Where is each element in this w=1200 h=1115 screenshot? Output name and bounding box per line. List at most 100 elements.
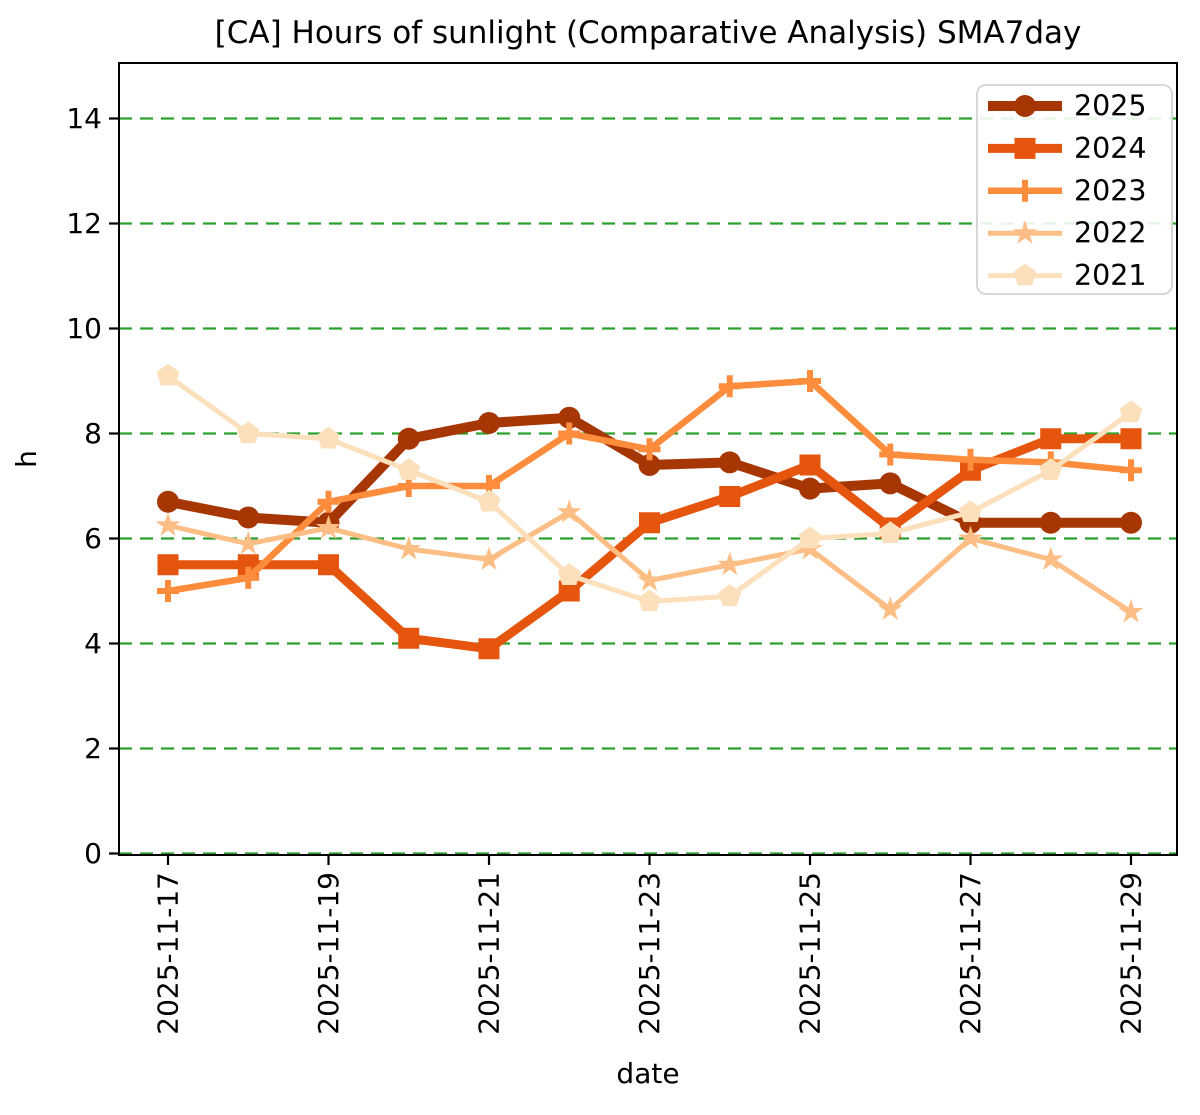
- legend-item-2025: 2025: [988, 90, 1147, 123]
- pentagon-marker: [878, 521, 902, 543]
- x-tick-labels: 2025-11-17 2025-11-19 2025-11-21 2025-11-23…: [152, 872, 1148, 1035]
- legend-item-2022: 2022: [988, 217, 1147, 250]
- x-tick-label-2025-11-23: 2025-11-23: [633, 872, 666, 1035]
- star-marker: [1038, 546, 1064, 570]
- legend-label-2021: 2021: [1074, 259, 1147, 292]
- square-marker: [398, 627, 420, 649]
- star-marker: [877, 596, 903, 620]
- plot-series: [155, 363, 1144, 660]
- plus-marker: [638, 438, 661, 461]
- circle-marker: [397, 427, 420, 450]
- series-2022: [155, 499, 1144, 623]
- y-tick-label-0: 0: [84, 837, 102, 870]
- square-marker: [639, 512, 660, 534]
- square-marker: [318, 554, 339, 576]
- x-tick-label-2025-11-19: 2025-11-19: [312, 872, 345, 1035]
- circle-marker: [1039, 511, 1062, 534]
- star-marker: [717, 551, 743, 576]
- x-tick-label-2025-11-21: 2025-11-21: [473, 872, 506, 1035]
- square-marker: [157, 554, 179, 576]
- star-marker: [1118, 599, 1144, 623]
- pentagon-marker: [397, 458, 421, 480]
- y-tick-label-14: 14: [66, 102, 102, 135]
- plus-marker: [718, 375, 741, 398]
- pentagon-marker: [1039, 458, 1063, 480]
- y-axis-label: h: [10, 450, 43, 468]
- y-tick-label-10: 10: [66, 312, 102, 345]
- legend-item-2023: 2023: [988, 174, 1147, 207]
- square-marker: [719, 486, 741, 507]
- plus-marker: [1120, 459, 1142, 482]
- plus-marker: [237, 566, 260, 589]
- y-tick-label-2: 2: [84, 732, 102, 765]
- pentagon-marker: [156, 363, 180, 386]
- circle-marker: [157, 490, 179, 513]
- circle-marker: [237, 506, 260, 529]
- star-marker: [958, 525, 983, 549]
- series-line-2023: [167, 377, 1132, 595]
- legend-label-2024: 2024: [1074, 132, 1147, 165]
- plus-marker: [558, 422, 581, 445]
- x-axis-label: date: [616, 1057, 679, 1090]
- series-2021: [156, 363, 1143, 612]
- plus-marker: [1014, 179, 1036, 202]
- plus-marker: [959, 448, 982, 471]
- star-marker: [556, 499, 582, 523]
- legend-item-2024: 2024: [988, 132, 1147, 165]
- star-marker: [1012, 220, 1038, 244]
- pentagon-marker: [1013, 263, 1037, 286]
- legend: 2025 2024 2023 2022 2021: [976, 84, 1173, 295]
- x-tick-label-2025-11-17: 2025-11-17: [152, 872, 185, 1035]
- pentagon-marker: [236, 421, 260, 444]
- circle-marker: [1014, 95, 1036, 117]
- pentagon-marker: [317, 426, 340, 449]
- square-marker: [1040, 428, 1062, 450]
- star-marker: [637, 567, 662, 591]
- circle-marker: [879, 472, 902, 495]
- plot-border: [118, 62, 1178, 856]
- star-marker: [316, 515, 341, 539]
- square-marker: [1014, 137, 1036, 159]
- pentagon-marker: [959, 500, 982, 522]
- x-tick-label-2025-11-29: 2025-11-29: [1115, 872, 1148, 1035]
- plus-marker: [799, 370, 821, 392]
- star-marker: [476, 546, 502, 570]
- plus-marker: [317, 490, 340, 513]
- pentagon-marker: [477, 489, 501, 512]
- square-marker: [1120, 428, 1142, 450]
- star-marker: [396, 536, 422, 560]
- pentagon-marker: [798, 526, 822, 549]
- legend-label-2025: 2025: [1074, 90, 1147, 123]
- circle-marker: [638, 454, 661, 476]
- square-marker: [799, 454, 821, 476]
- y-tick-label-8: 8: [84, 417, 102, 450]
- pentagon-marker: [718, 584, 742, 606]
- y-tick-labels: 0 2 4 6 8 10 12 14: [66, 102, 102, 870]
- legend-item-2021: 2021: [988, 259, 1147, 292]
- legend-box: [976, 84, 1173, 295]
- x-tick-label-2025-11-25: 2025-11-25: [794, 872, 827, 1035]
- plus-marker: [879, 443, 902, 466]
- circle-marker: [718, 451, 741, 474]
- chart-title: [CA] Hours of sunlight (Comparative Anal…: [215, 15, 1082, 51]
- x-tick-label-2025-11-27: 2025-11-27: [954, 872, 987, 1035]
- square-marker: [478, 638, 500, 660]
- circle-marker: [558, 406, 581, 429]
- legend-label-2022: 2022: [1074, 217, 1147, 250]
- star-marker: [235, 530, 261, 555]
- plus-marker: [157, 580, 179, 602]
- legend-label-2023: 2023: [1074, 174, 1147, 207]
- pentagon-marker: [1119, 400, 1143, 423]
- y-tick-label-6: 6: [84, 522, 102, 555]
- circle-marker: [799, 477, 821, 500]
- circle-marker: [1120, 511, 1142, 534]
- circle-marker: [478, 412, 500, 434]
- square-marker: [558, 580, 580, 602]
- pentagon-marker: [638, 589, 661, 612]
- axis-ticks: [109, 117, 1133, 865]
- y-tick-label-12: 12: [66, 207, 102, 240]
- pentagon-marker: [557, 563, 581, 585]
- gridlines: [119, 117, 1177, 855]
